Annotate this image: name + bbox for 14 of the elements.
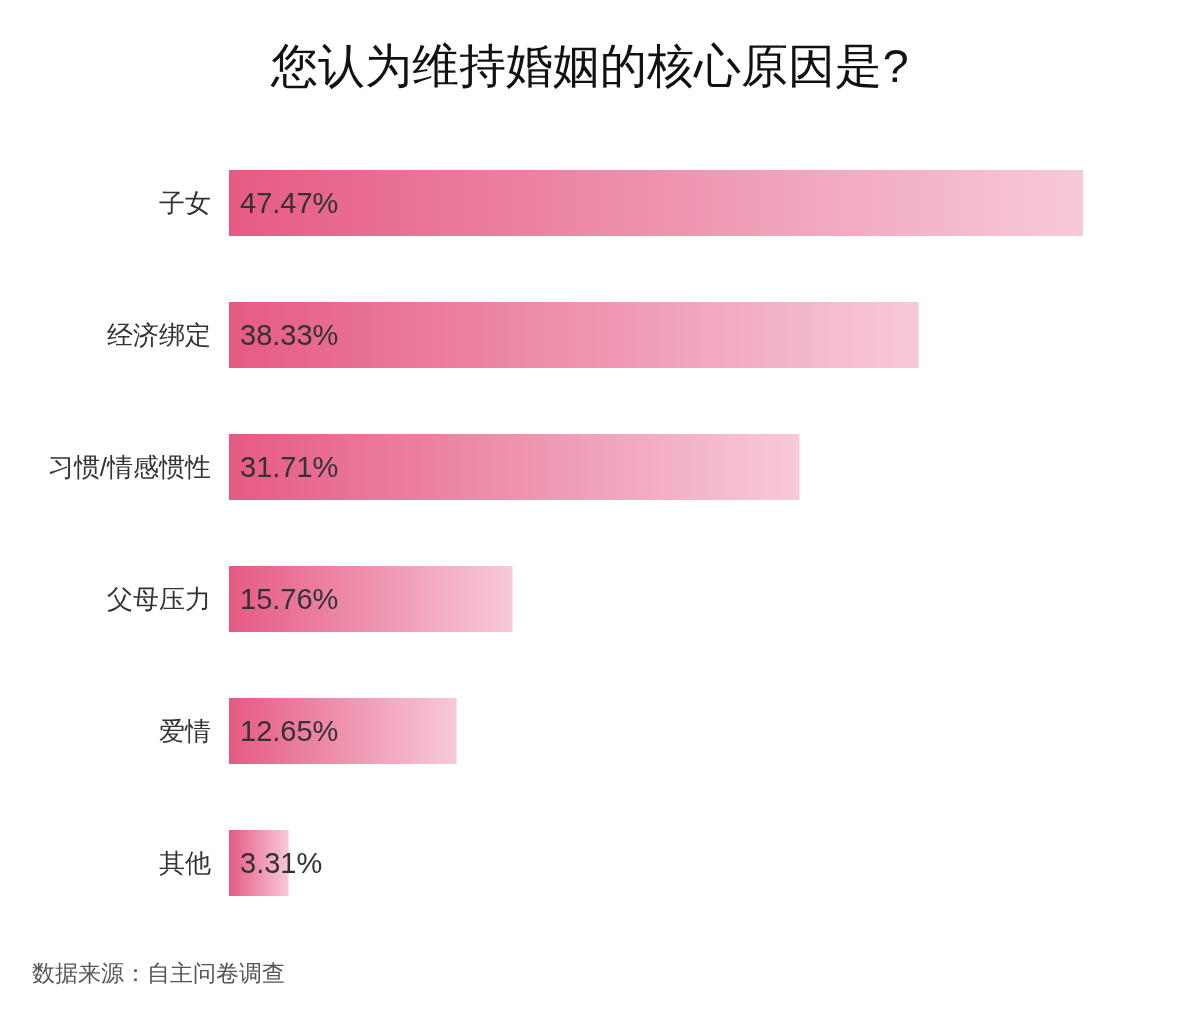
data-label: 12.65% [240, 715, 339, 747]
y-tick-label: 子女 [159, 188, 211, 218]
y-tick-label: 经济绑定 [107, 320, 211, 350]
y-tick-label: 习惯/情感惯性 [47, 452, 211, 482]
chart-title: 您认为维持婚姻的核心原因是? [270, 39, 909, 92]
y-tick-label: 其他 [159, 848, 211, 878]
data-label: 15.76% [240, 583, 339, 615]
data-label: 3.31% [240, 847, 323, 879]
y-tick-label: 父母压力 [107, 584, 211, 614]
data-label: 31.71% [240, 451, 339, 483]
data-label: 38.33% [240, 319, 339, 351]
y-tick-label: 爱情 [159, 716, 211, 746]
data-label: 47.47% [240, 187, 339, 219]
source-note: 数据来源：自主问卷调查 [32, 960, 285, 986]
